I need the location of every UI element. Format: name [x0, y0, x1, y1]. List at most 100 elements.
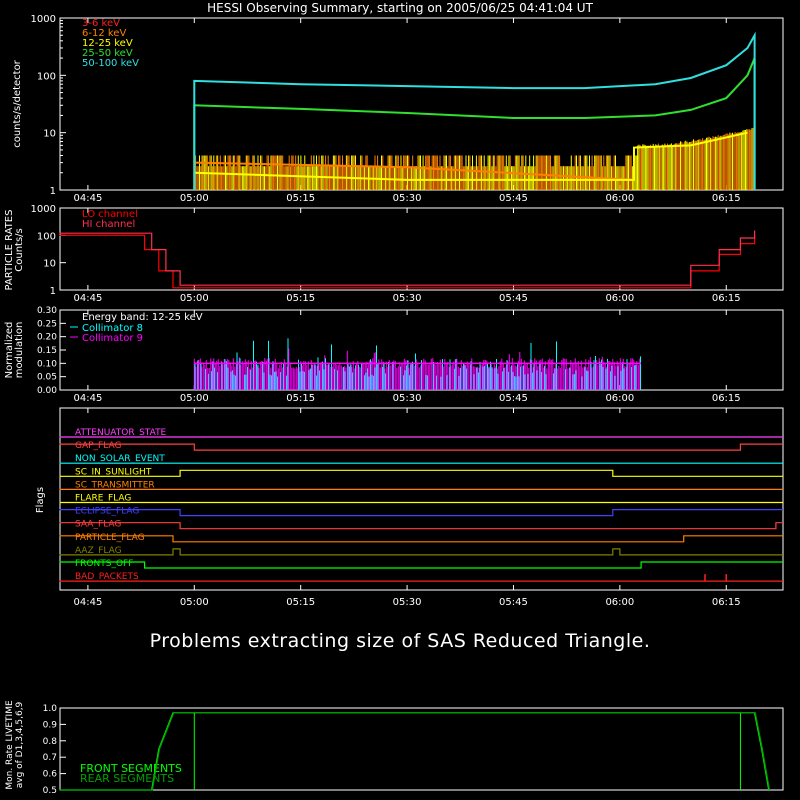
flag-line-saa-flag [59, 522, 783, 530]
particle-ytick-label: 1 [50, 286, 56, 297]
modulation-legend-entry: Collimator 9 [82, 333, 143, 344]
flag-label: BAD_PACKETS [75, 572, 139, 582]
particle-xtick-label: 04:45 [73, 293, 102, 304]
livetime-ytick-label: 0.9 [43, 720, 58, 730]
livetime-ytick-label: 1.0 [43, 704, 58, 714]
flags-xtick-label: 05:15 [286, 597, 315, 608]
rates-legend-entry: 3-6 keV [82, 18, 120, 29]
flag-line-gap-flag [59, 443, 783, 451]
particle-xtick-label: 05:30 [393, 293, 422, 304]
flags-xtick-label: 04:45 [73, 597, 102, 608]
modulation-ytick-label: 0.00 [37, 386, 57, 396]
particle-series-LO-channel [59, 234, 756, 289]
rates-xtick-label: 05:30 [393, 193, 422, 204]
rates-ytick-label: 100 [37, 71, 56, 82]
flag-line-eclipse-flag [59, 509, 783, 517]
rates-legend-entry: 12-25 keV [82, 38, 133, 49]
rates-ytick-label: 1 [50, 186, 56, 197]
particle-xtick-label: 05:45 [499, 293, 528, 304]
flags-xtick-label: 06:15 [712, 597, 741, 608]
flags-xtick-label: 05:30 [393, 597, 422, 608]
modulation-ytick-label: 0.05 [37, 373, 57, 383]
rates-xtick-label: 05:45 [499, 193, 528, 204]
livetime-frame [59, 707, 784, 791]
particle-xtick-label: 06:00 [605, 293, 634, 304]
particle-frame [59, 207, 784, 291]
modulation-xtick-label: 05:15 [286, 393, 315, 404]
flag-label: AAZ_FLAG [75, 546, 122, 556]
modulation-ytick-label: 0.20 [37, 333, 57, 343]
particle-series-HI-channel [59, 230, 756, 286]
modulation-xtick-label: 06:15 [712, 393, 741, 404]
flag-line-aaz-flag [59, 548, 783, 556]
particle-ytick-label: 100 [37, 231, 56, 242]
modulation-xtick-label: 06:00 [605, 393, 634, 404]
livetime-ylabel: Mon. Rate LIVETIME [5, 700, 15, 790]
livetime-ytick-label: 0.7 [43, 753, 57, 763]
rates-xtick-label: 04:45 [73, 193, 102, 204]
rates-legend-entry: 6-12 keV [82, 28, 126, 39]
flag-label: FRONTS_OFF [75, 559, 133, 569]
livetime-ytick-label: 0.6 [43, 770, 58, 780]
particle-legend-entry: HI channel [82, 219, 135, 230]
modulation-ytick-label: 0.25 [37, 319, 57, 329]
rates-xtick-label: 05:00 [180, 193, 209, 204]
flag-label: SC_TRANSMITTER [75, 480, 155, 490]
flags-xtick-label: 05:00 [180, 597, 209, 608]
modulation-ylabel: Normalized [4, 322, 15, 379]
flags-ylabel: Flags [35, 487, 46, 513]
flags-xtick-label: 05:45 [499, 597, 528, 608]
rates-xtick-label: 05:15 [286, 193, 315, 204]
livetime-series-REAR-SEGMENTS [60, 712, 771, 791]
chart-title: HESSI Observing Summary, starting on 200… [207, 1, 593, 15]
rates-ytick-label: 10 [43, 129, 56, 140]
livetime-ylabel-2: avg of D1,3,4,5,6,9 [15, 701, 25, 788]
modulation-xtick-label: 05:00 [180, 393, 209, 404]
flag-label: ATTENUATOR_STATE [75, 428, 167, 438]
particle-ylabel: PARTICLE RATES [4, 210, 15, 291]
rates-ylabel: counts/s/detector [12, 59, 23, 147]
rates-series-25-50-keV [193, 57, 756, 190]
rates-xtick-label: 06:15 [712, 193, 741, 204]
particle-ylabel-units: Counts/s [14, 228, 25, 272]
particle-xtick-label: 05:00 [180, 293, 209, 304]
modulation-xtick-label: 05:45 [499, 393, 528, 404]
rates-xtick-label: 06:00 [605, 193, 634, 204]
particle-xtick-label: 05:15 [286, 293, 315, 304]
flag-label: PARTICLE_FLAG [75, 533, 145, 543]
modulation-xtick-label: 05:30 [393, 393, 422, 404]
flag-line-particle-flag [59, 535, 783, 543]
flag-label: SAA_FLAG [75, 520, 121, 530]
modulation-xtick-label: 04:45 [73, 393, 102, 404]
rates-legend-entry: 25-50 keV [82, 48, 133, 59]
flag-label: GAP_FLAG [75, 441, 121, 451]
particle-ytick-label: 10 [43, 259, 56, 270]
modulation-ytick-label: 0.15 [37, 346, 57, 356]
particle-legend-entry: LO channel [82, 209, 138, 220]
modulation-ylabel-2: modulation [14, 322, 25, 379]
rates-legend-entry: 50-100 keV [82, 58, 139, 69]
rates-frame [59, 17, 784, 191]
livetime-legend-entry: REAR SEGMENTS [80, 772, 174, 785]
flag-label: ECLIPSE_FLAG [75, 507, 139, 517]
flags-frame [59, 407, 784, 591]
livetime-ytick-label: 0.8 [43, 737, 58, 747]
modulation-annotation: Energy band: 12-25 keV [82, 312, 203, 323]
modulation-ytick-label: 0.10 [37, 359, 57, 369]
modulation-legend-entry: Collimator 8 [82, 323, 143, 334]
status-message: Problems extracting size of SAS Reduced … [149, 630, 651, 652]
flag-label: FLARE_FLAG [75, 494, 131, 504]
particle-xtick-label: 06:15 [712, 293, 741, 304]
rates-series-12-25-keV [194, 131, 748, 181]
rates-ytick-label: 1000 [31, 14, 56, 25]
modulation-ytick-label: 0.30 [37, 306, 57, 316]
flag-line-fronts-off [59, 561, 783, 569]
flag-line-sc-in-sunlight [59, 469, 783, 477]
flag-label: SC_IN_SUNLIGHT [75, 467, 152, 477]
livetime-ytick-label: 0.5 [43, 786, 57, 796]
flag-label: NON_SOLAR_EVENT [75, 454, 165, 464]
rates-series-50-100-keV [193, 31, 756, 190]
particle-ytick-label: 1000 [31, 204, 56, 215]
flags-xtick-label: 06:00 [605, 597, 634, 608]
